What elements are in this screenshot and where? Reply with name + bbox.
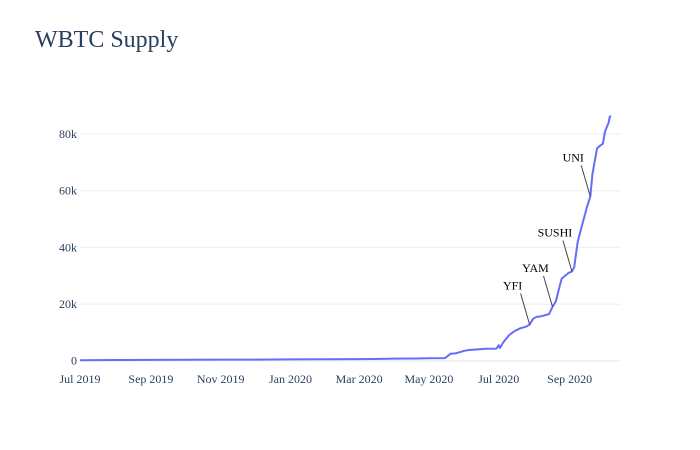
annotation-label-yfi: YFI <box>503 278 522 292</box>
y-tick-label: 20k <box>59 297 77 311</box>
annotation-arrow <box>580 165 591 197</box>
x-tick-label: Nov 2019 <box>197 372 245 386</box>
x-tick-label: Sep 2020 <box>547 372 592 386</box>
x-tick-label: Jul 2020 <box>478 372 519 386</box>
gridlines <box>80 133 620 362</box>
annotation-arrow <box>520 293 531 325</box>
y-axis-ticks: 0 20k 40k 60k 80k <box>59 127 77 368</box>
series-layer <box>79 114 612 362</box>
y-tick-label: 0 <box>71 354 77 368</box>
x-tick-label: Jul 2019 <box>59 372 100 386</box>
y-tick-label: 80k <box>59 127 77 141</box>
y-tick-label: 40k <box>59 240 77 254</box>
x-tick-label: Sep 2019 <box>128 372 173 386</box>
x-tick-label: Jan 2020 <box>269 372 312 386</box>
annotation-label-sushi: SUSHI <box>538 225 573 239</box>
annotation-arrow <box>562 240 573 272</box>
y-tick-label: 60k <box>59 184 77 198</box>
annotation-label-yam: YAM <box>522 261 549 275</box>
annotation-arrow <box>543 275 553 308</box>
x-tick-label: Mar 2020 <box>336 372 383 386</box>
x-tick-label: May 2020 <box>404 372 453 386</box>
x-axis-ticks: Jul 2019 Sep 2019 Nov 2019 Jan 2020 Mar 2020… <box>59 372 592 386</box>
annotation-label-uni: UNI <box>563 150 584 164</box>
chart-title: WBTC Supply <box>35 27 179 53</box>
supply-series-line <box>79 114 612 362</box>
